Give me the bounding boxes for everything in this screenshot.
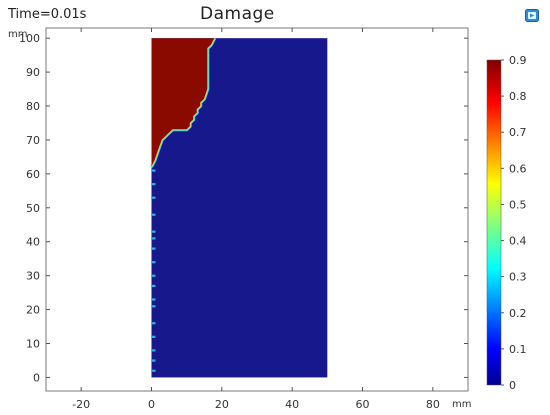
damage-front-inner (151, 37, 216, 168)
y-tick-label: 70 (26, 134, 40, 147)
damage-speckle (152, 213, 156, 216)
damage-speckle (152, 305, 156, 308)
y-tick-label: 50 (26, 202, 40, 215)
x-tick-label: 20 (215, 398, 229, 411)
colorbar-tick-label: 0.2 (509, 307, 527, 320)
damage-speckle (152, 261, 156, 264)
y-tick-label: 30 (26, 270, 40, 283)
y-tick-label: 80 (26, 100, 40, 113)
damage-speckle (152, 322, 156, 325)
x-tick-label: 0 (148, 398, 155, 411)
screen-capture-icon[interactable] (525, 9, 539, 22)
x-tick-label: 60 (356, 398, 370, 411)
x-tick-label: -20 (72, 398, 90, 411)
colorbar-tick-label: 0.9 (509, 54, 527, 67)
damage-speckle (152, 369, 156, 372)
x-tick-label: 80 (426, 398, 440, 411)
damage-speckle (152, 247, 156, 250)
colorbar (486, 59, 502, 386)
colorbar-tick-label: 0.1 (509, 343, 527, 356)
y-unit-label: mm (8, 29, 27, 40)
colorbar-tick-label: 0.4 (509, 235, 527, 248)
damage-speckle (152, 230, 156, 233)
colorbar-tick-label: 0.8 (509, 90, 527, 103)
plot-title: Damage (200, 4, 275, 24)
damage-speckle (152, 183, 156, 186)
y-tick-label: 0 (33, 371, 40, 384)
time-label: Time=0.01s (8, 7, 87, 22)
damage-speckle (152, 274, 156, 277)
x-unit-label: mm (452, 399, 471, 410)
colorbar-tick-label: 0.3 (509, 271, 527, 284)
colorbar-tick-label: 0.6 (509, 162, 527, 175)
y-tick-label: 100 (19, 32, 40, 45)
y-tick-label: 20 (26, 304, 40, 317)
damage-speckle (152, 359, 156, 362)
y-tick-label: 60 (26, 168, 40, 181)
y-tick-label: 40 (26, 236, 40, 249)
colorbar-tick-label: 0.7 (509, 126, 527, 139)
y-tick-label: 10 (26, 338, 40, 351)
damage-speckle (152, 237, 156, 240)
damage-speckle (152, 169, 156, 172)
damage-speckle (152, 196, 156, 199)
damage-speckle (152, 298, 156, 301)
damage-speckle (152, 349, 156, 352)
y-tick-label: 90 (26, 66, 40, 79)
colorbar-tick-label: 0 (509, 379, 516, 392)
damage-speckle (152, 284, 156, 288)
x-tick-label: 40 (285, 398, 299, 411)
colorbar-tick-label: 0.5 (509, 198, 527, 211)
damage-speckle (152, 335, 156, 338)
